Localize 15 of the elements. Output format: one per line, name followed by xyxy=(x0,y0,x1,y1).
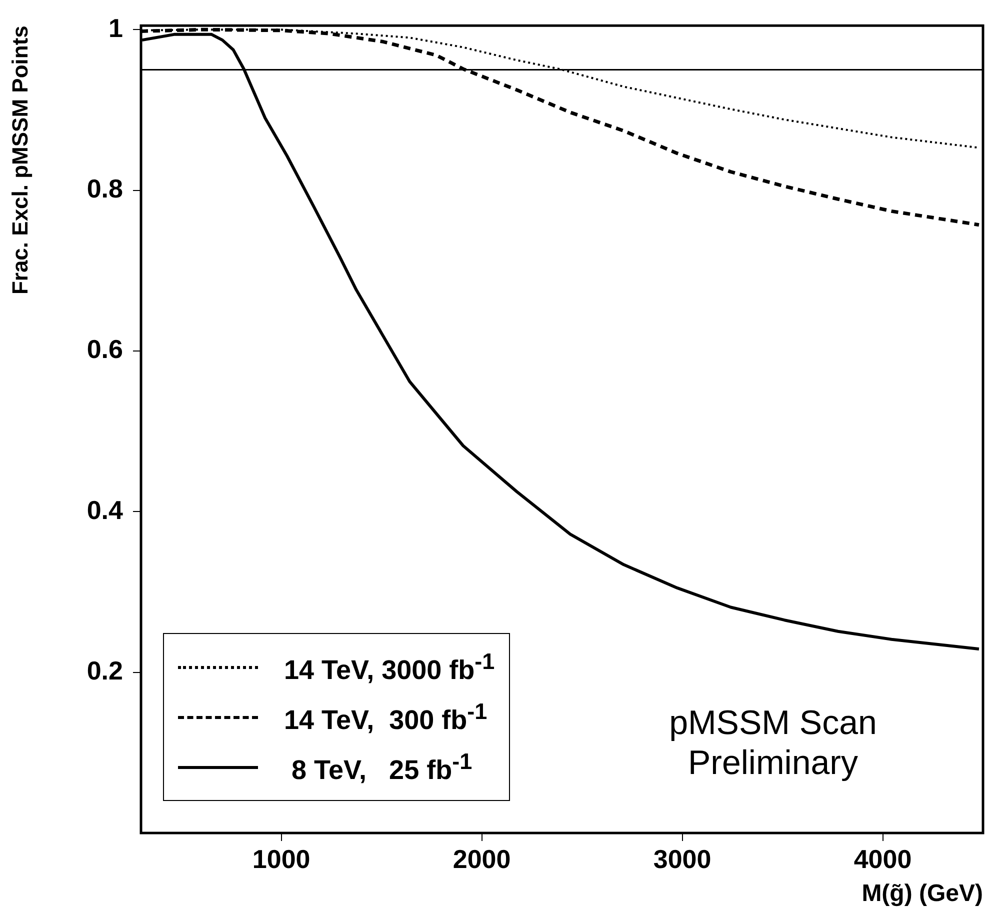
y-tick-label: 0.6 xyxy=(86,334,123,364)
x-tick-label: 2000 xyxy=(452,844,511,874)
legend-label: 8 TeV, 25 fb$^{-1}$ xyxy=(290,748,472,786)
legend-label: 14 TeV, 300 fb$^{-1}$ xyxy=(284,698,488,736)
y-tick-label: 1 xyxy=(108,12,123,43)
x-tick-label: 1000 xyxy=(252,844,310,874)
legend-label: 14 TeV, 3000 fb$^{-1}$ xyxy=(284,648,495,686)
y-tick-label: 0.8 xyxy=(86,173,123,204)
x-tick-label: 4000 xyxy=(854,844,912,874)
annotation: pMSSM Scan Preliminary xyxy=(668,703,878,783)
y-tick-label: 0.2 xyxy=(86,655,123,686)
x-tick-label: 3000 xyxy=(653,844,712,874)
y-axis-title: Frac. Excl. pMSSM Points xyxy=(7,26,32,295)
y-tick-label: 0.4 xyxy=(86,494,124,525)
x-axis-title: M(g̃) (GeV) xyxy=(862,880,983,908)
